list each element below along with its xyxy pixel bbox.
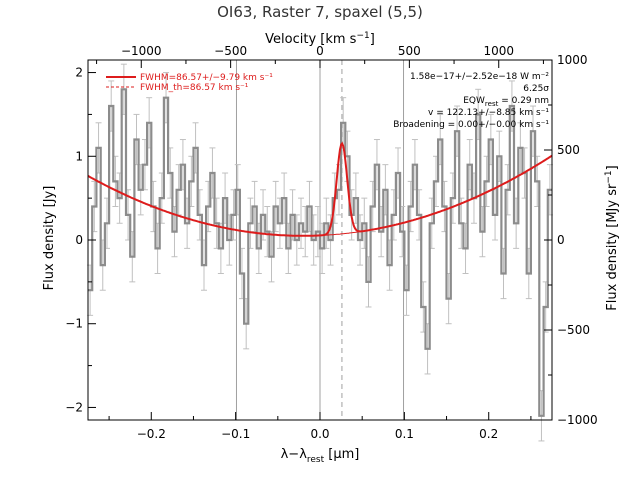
y-right-tick-label: 500 — [557, 143, 580, 157]
velocity-tick-label: 500 — [398, 44, 421, 58]
annotation-flux: 1.58e−17+/−2.52e−18 W m⁻² — [410, 72, 549, 82]
y-right-tick-label: −1000 — [557, 413, 598, 427]
velocity-tick-label: 0 — [316, 44, 324, 58]
y-right-tick-label: 1000 — [557, 53, 588, 67]
plot-area: −0.2 −0.1 0.0 0.1 0.2 −1000 −500 0 500 1000 −2 −1 0 1… — [65, 44, 598, 442]
legend: FWHM=86.57+/−9.79 km s⁻¹ FWHM_th=86.57 k… — [106, 73, 273, 93]
velocity-tick-label: 1000 — [483, 44, 514, 58]
y-tick-label: −1 — [65, 317, 83, 331]
y-tick-label: −2 — [65, 400, 83, 414]
y-tick-label: 1 — [75, 149, 83, 163]
x-tick-label: 0.1 — [395, 427, 414, 441]
fit-annotations: 1.58e−17+/−2.52e−18 W m⁻² 6.25σ EQWrest … — [393, 72, 549, 130]
y-right-tick-label: 0 — [557, 233, 565, 247]
y-tick-label: 0 — [75, 233, 83, 247]
y-tick-label: 2 — [75, 66, 83, 80]
y-axis-right-label: Flux density [MJy sr−1] — [604, 165, 620, 310]
x-tick-label: −0.2 — [137, 427, 166, 441]
x-tick-label: −0.1 — [221, 427, 250, 441]
velocity-tick-label: −500 — [214, 44, 247, 58]
velocity-tick-label: −1000 — [121, 44, 162, 58]
x-tick-label: 0.2 — [479, 427, 498, 441]
x-axis-label: λ−λrest [μm] — [281, 447, 360, 465]
annotation-sigma: 6.25σ — [523, 84, 549, 94]
legend-fit-label: FWHM=86.57+/−9.79 km s⁻¹ — [140, 73, 273, 83]
chart-title: OI63, Raster 7, spaxel (5,5) — [217, 3, 423, 21]
legend-thin-label: FWHM_th=86.57 km s⁻¹ — [140, 83, 249, 93]
annotation-eqw: EQWrest = 0.29 nm — [463, 96, 549, 108]
annotation-broadening: Broadening = 0.00+/−0.00 km s⁻¹ — [393, 120, 549, 130]
annotation-velocity: v = 122.13+/−8.85 km s⁻¹ — [428, 108, 549, 118]
y-right-tick-label: −500 — [557, 323, 590, 337]
fit-line — [87, 141, 553, 237]
y-axis-label: Flux density [Jy] — [42, 186, 57, 291]
x-tick-label: 0.0 — [310, 427, 329, 441]
x-axis-top-label: Velocity [km s−1] — [265, 31, 375, 47]
